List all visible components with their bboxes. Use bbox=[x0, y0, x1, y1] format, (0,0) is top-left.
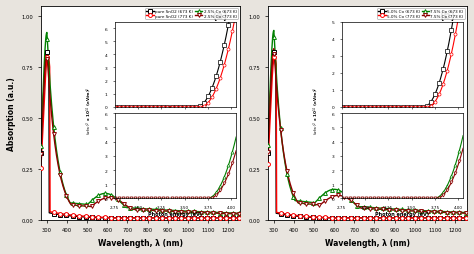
X-axis label: Wavelength, λ (nm): Wavelength, λ (nm) bbox=[98, 238, 183, 247]
Text: (a): (a) bbox=[212, 11, 228, 21]
Text: $(\alpha h\nu)^2$ x 10$^{14}$ (eV/m)$^2$: $(\alpha h\nu)^2$ x 10$^{14}$ (eV/m)$^2$ bbox=[311, 86, 320, 134]
Y-axis label: Absorption (a.u.): Absorption (a.u.) bbox=[7, 77, 16, 150]
X-axis label: Wavelength, λ (nm): Wavelength, λ (nm) bbox=[325, 238, 410, 247]
Text: $(\alpha h\nu)^2$ x 10$^{14}$ (eV/m)$^2$: $(\alpha h\nu)^2$ x 10$^{14}$ (eV/m)$^2$ bbox=[84, 86, 93, 134]
Text: (b): (b) bbox=[439, 11, 455, 21]
Legend: 5.0% Co (673 K), 5.0% Co (773 K), 7.5% Co (673 K), 7.5% Co (773 K): 5.0% Co (673 K), 5.0% Co (773 K), 7.5% C… bbox=[377, 9, 465, 20]
Legend: pure SnO2 (673 K), pure SnO2 (773 K), 2.5% Co (673 K), 2.5% Co (773 K): pure SnO2 (673 K), pure SnO2 (773 K), 2.… bbox=[145, 9, 238, 20]
